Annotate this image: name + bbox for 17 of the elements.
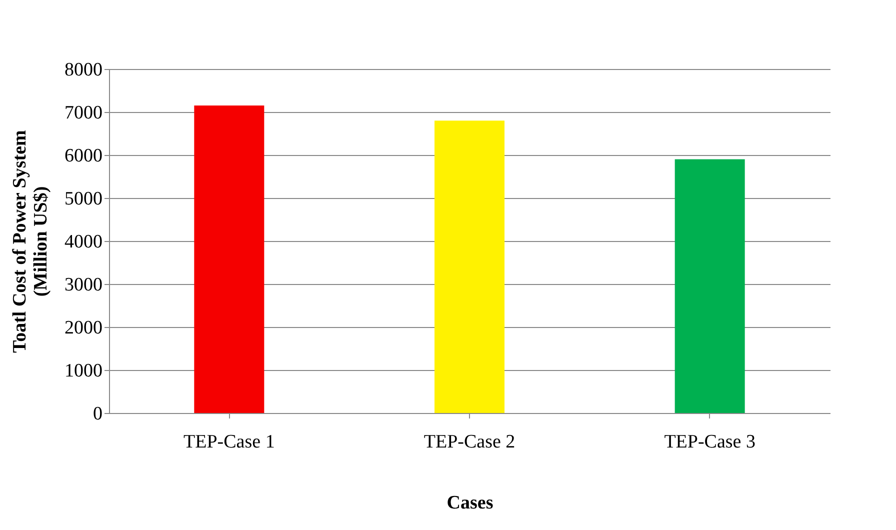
bar xyxy=(194,106,264,413)
bar xyxy=(434,120,504,413)
x-axis-title: Cases xyxy=(446,492,494,514)
y-tick-label: 8000 xyxy=(64,60,102,80)
y-tick-label: 7000 xyxy=(64,102,102,124)
y-tick-label: 5000 xyxy=(64,188,102,210)
y-tick-label: 3000 xyxy=(64,274,102,296)
x-tick-label: TEP-Case 2 xyxy=(424,432,516,452)
y-tick-label: 1000 xyxy=(64,360,102,382)
bar xyxy=(674,159,745,413)
y-tick-label: 2000 xyxy=(64,318,102,338)
y-tick-label: 0 xyxy=(93,404,102,424)
y-tick-label: 6000 xyxy=(64,146,102,166)
x-tick-label: TEP-Case 1 xyxy=(184,432,275,452)
y-tick-label: 4000 xyxy=(64,232,102,252)
y-axis-title: Toatl Cost of Power System (Million US$) xyxy=(10,130,52,353)
x-tick-label: TEP-Case 3 xyxy=(664,432,756,452)
